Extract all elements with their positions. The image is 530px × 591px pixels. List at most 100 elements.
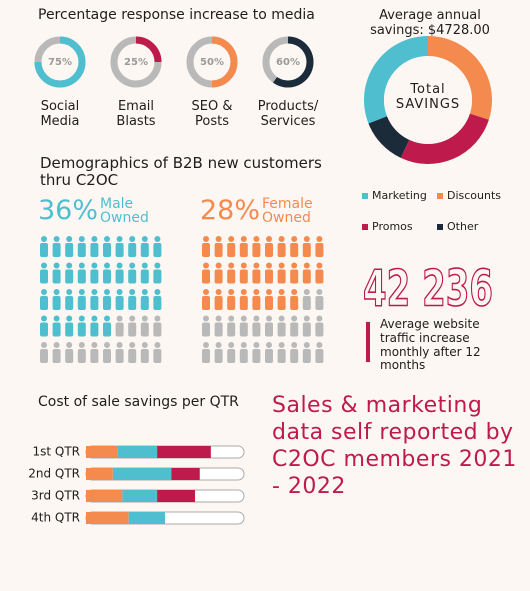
person-head — [154, 342, 161, 348]
person-head — [203, 342, 209, 348]
person-body — [77, 296, 86, 310]
person-head — [129, 315, 136, 322]
donut-arc — [135, 36, 162, 63]
person-head — [215, 289, 222, 295]
donut-arc — [34, 36, 86, 88]
person-body — [52, 322, 61, 337]
person-body — [153, 322, 162, 337]
person-head — [266, 236, 272, 242]
person-body — [227, 296, 236, 310]
person-head — [278, 315, 285, 322]
person-body — [140, 322, 149, 337]
person-head — [228, 236, 235, 242]
person-head — [154, 289, 161, 295]
person-body — [214, 243, 223, 257]
traffic-accent — [366, 322, 370, 362]
person-body — [128, 296, 137, 310]
person-body — [239, 296, 248, 310]
person-body — [115, 349, 124, 363]
person-head — [291, 236, 298, 242]
person-head — [278, 262, 285, 269]
person-body — [153, 269, 162, 284]
person-body — [90, 322, 99, 337]
legend-swatch — [437, 193, 443, 199]
person-body — [290, 322, 299, 337]
person-body — [65, 269, 74, 284]
person-body — [277, 349, 286, 363]
person-head — [53, 262, 60, 269]
person-head — [141, 236, 148, 242]
person-body — [103, 322, 111, 337]
person-head — [91, 236, 98, 242]
person-body — [252, 243, 261, 257]
person-body — [202, 269, 210, 284]
person-body — [40, 243, 48, 257]
person-body — [302, 269, 311, 284]
person-head — [316, 315, 323, 322]
person-head — [129, 262, 136, 269]
pie-slice — [428, 36, 492, 120]
person-body — [40, 269, 48, 284]
legend-label: Marketing — [372, 189, 427, 202]
bar-segment — [122, 490, 158, 502]
person-body — [290, 243, 299, 257]
person-head — [203, 262, 209, 269]
person-head — [129, 342, 136, 348]
person-head — [266, 315, 272, 322]
person-body — [265, 349, 273, 363]
person-head — [303, 262, 310, 269]
person-body — [115, 296, 124, 310]
person-body — [302, 322, 311, 337]
footer-text: Sales & marketing data self reported by … — [272, 393, 517, 499]
person-body — [277, 243, 286, 257]
legend-swatch — [437, 224, 443, 230]
person-body — [153, 296, 162, 310]
person-body — [252, 322, 261, 337]
person-head — [116, 289, 123, 295]
person-head — [228, 262, 235, 269]
person-head — [41, 262, 47, 269]
bar-segment — [86, 446, 118, 458]
person-body — [128, 243, 137, 257]
bar-label: 2nd QTR — [28, 467, 80, 481]
person-body — [153, 349, 162, 363]
person-head — [91, 342, 98, 348]
bar-segment — [112, 468, 172, 480]
legend-label: Promos — [372, 220, 413, 233]
person-body — [227, 269, 236, 284]
person-head — [41, 315, 47, 322]
person-body — [214, 349, 223, 363]
person-body — [290, 349, 299, 363]
media-category: SEO & Posts — [191, 99, 233, 129]
group-name: Male Owned — [100, 196, 149, 226]
percent-label: 28% — [200, 195, 261, 226]
person-body — [315, 269, 324, 284]
person-head — [53, 315, 60, 322]
person-body — [128, 349, 137, 363]
media-title: Percentage response increase to media — [38, 7, 315, 23]
person-head — [291, 289, 298, 295]
person-head — [240, 289, 247, 295]
person-head — [141, 342, 148, 348]
bar-label: 1st QTR — [32, 445, 80, 459]
person-head — [104, 342, 110, 348]
pie-slice — [363, 36, 428, 124]
person-body — [239, 322, 248, 337]
person-head — [203, 315, 209, 322]
person-head — [278, 236, 285, 242]
person-head — [154, 315, 161, 322]
person-head — [253, 262, 260, 269]
person-head — [104, 289, 110, 295]
person-head — [91, 315, 98, 322]
person-body — [265, 269, 273, 284]
person-body — [202, 243, 210, 257]
person-head — [215, 236, 222, 242]
person-body — [77, 243, 86, 257]
person-body — [227, 349, 236, 363]
person-head — [41, 236, 47, 242]
person-body — [239, 243, 248, 257]
pie-slice — [400, 113, 489, 164]
person-head — [291, 315, 298, 322]
legend-swatch — [362, 193, 368, 199]
